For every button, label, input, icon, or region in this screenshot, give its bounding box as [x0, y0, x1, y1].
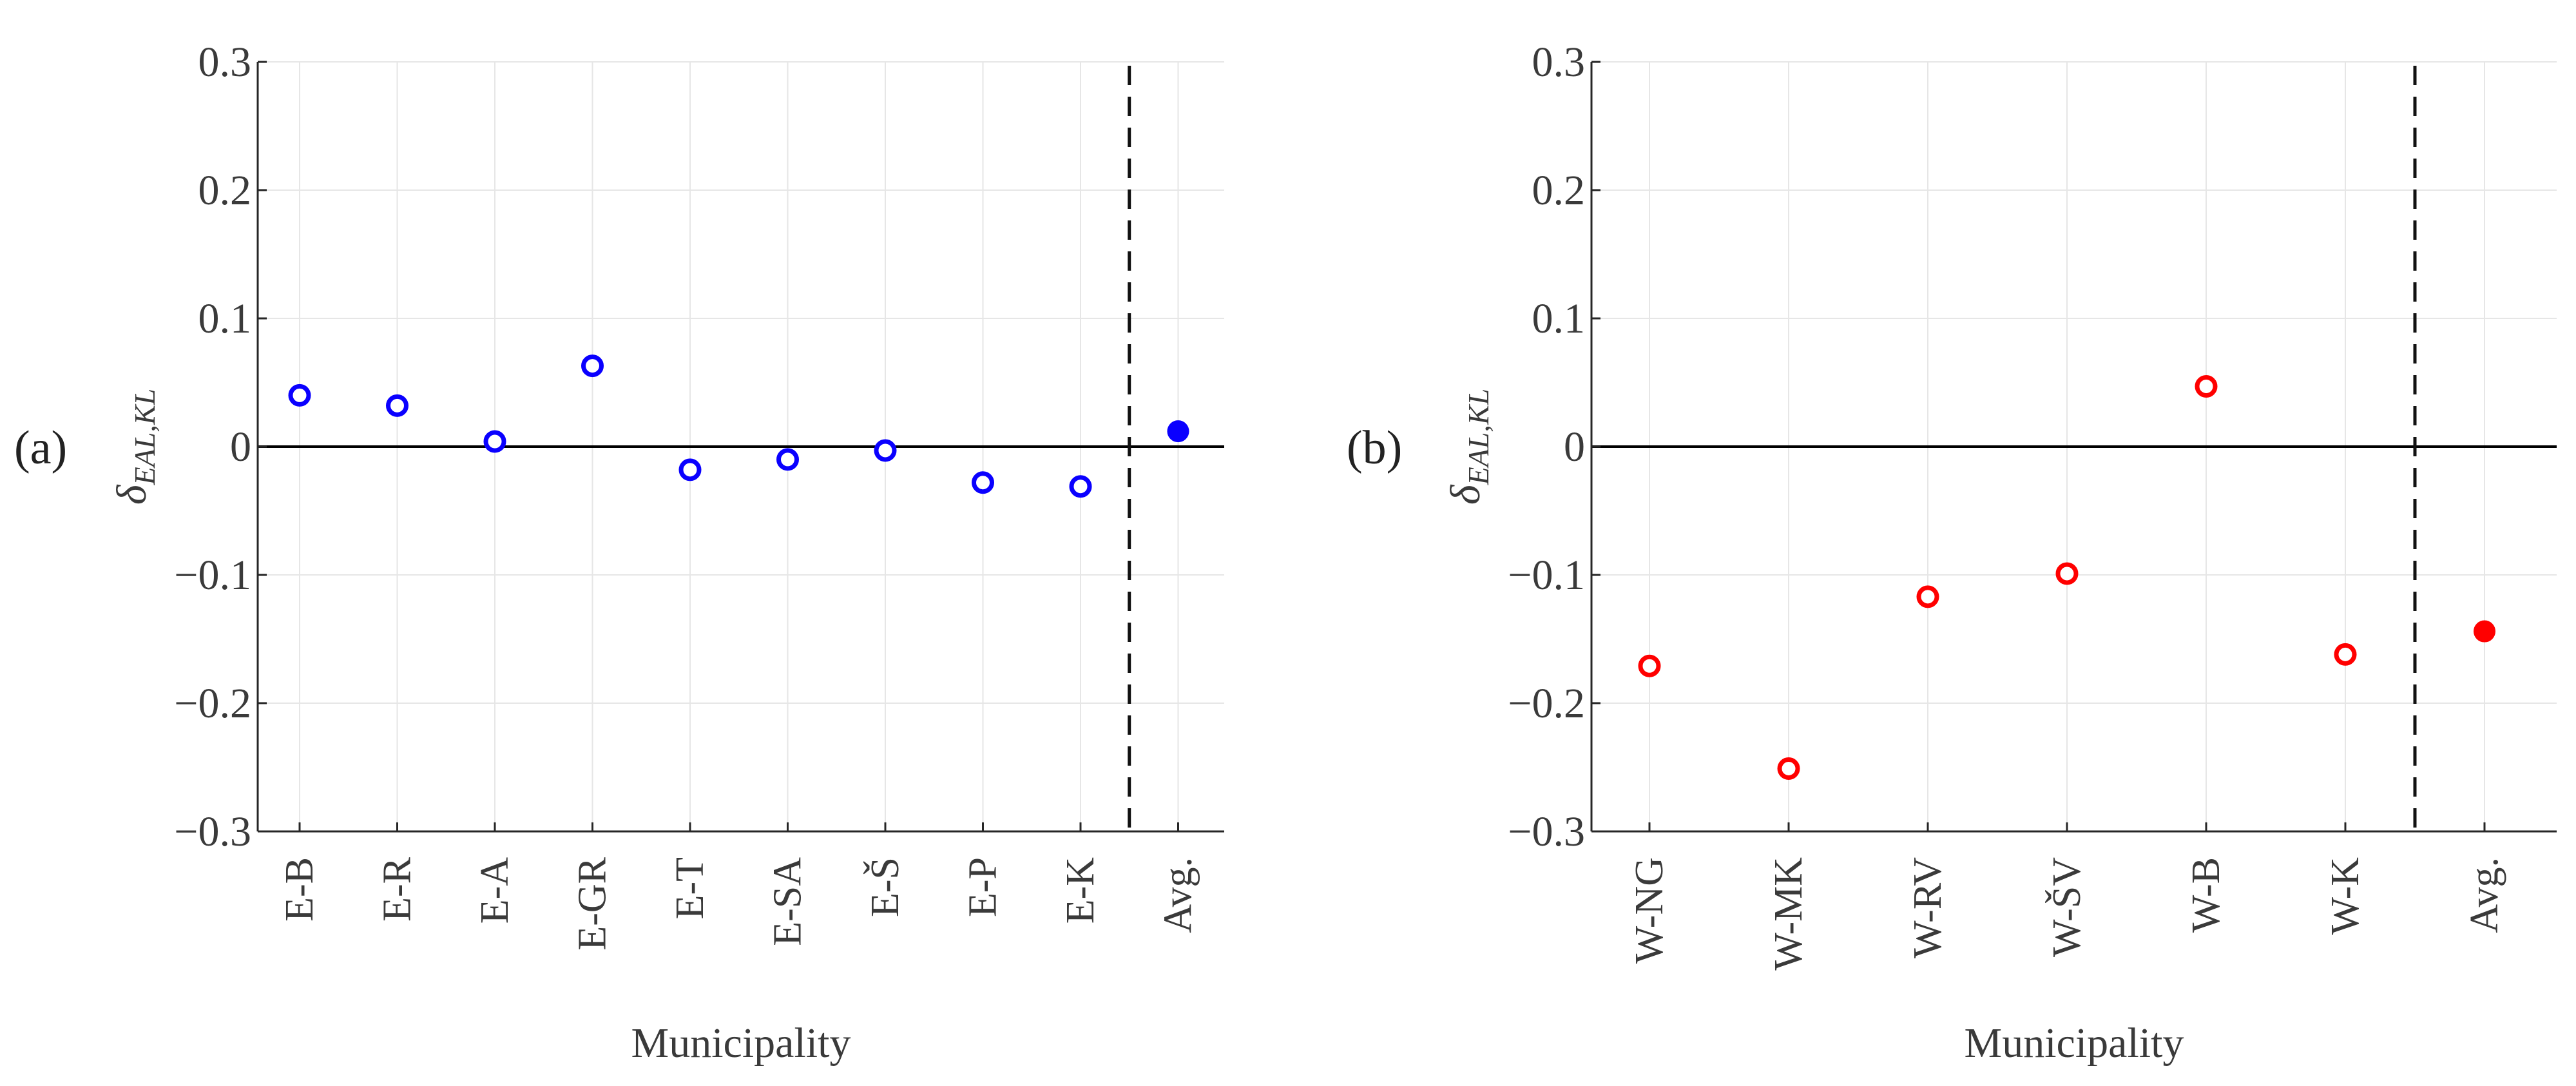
data-point — [874, 439, 897, 462]
y-tick-label: 0.2 — [198, 167, 252, 214]
data-point — [1916, 585, 1939, 608]
y-tick-label: 0.1 — [198, 295, 252, 342]
data-point — [1069, 475, 1092, 498]
data-point — [972, 471, 994, 494]
x-tick-label: Avg. — [2463, 857, 2506, 933]
y-tick-label: 0.3 — [1532, 39, 1586, 86]
y-axis-subscript: EAL,KL — [128, 389, 161, 486]
y-axis-subscript: EAL,KL — [1462, 389, 1495, 486]
x-tick-label: E-GR — [571, 857, 615, 950]
y-axis-symbol: δ — [1442, 484, 1489, 505]
y-axis-title: δEAL,KL — [1442, 389, 1495, 505]
panel-b: −0.3 −0.2 −0.1 0 0.1 0.2 0.3 W-NG W-MK W-RV W-ŠV W-… — [1347, 39, 2557, 1067]
x-tick-label: W-B — [2184, 857, 2228, 933]
y-tick-label: 0.1 — [1532, 295, 1586, 342]
y-tick-label: −0.3 — [1508, 808, 1585, 855]
y-tick-label: 0 — [1564, 423, 1585, 470]
panel-a: −0.3 −0.2 −0.1 0 0.1 0.2 0.3 E-B E-R E-A E-GR E-T E-… — [14, 39, 1224, 1067]
data-point-average — [1167, 420, 1189, 443]
data-point — [2195, 374, 2218, 398]
y-tick-label: −0.3 — [174, 808, 251, 855]
x-tick-label: E-Š — [863, 857, 907, 917]
data-point — [386, 394, 409, 417]
y-tick-label: 0.2 — [1532, 167, 1586, 214]
y-tick-label: −0.2 — [1508, 680, 1585, 727]
data-point — [2334, 643, 2357, 666]
x-axis-title: Municipality — [631, 1020, 851, 1067]
data-point-average — [2474, 620, 2495, 643]
y-tick-label: 0.3 — [198, 39, 252, 86]
panel-label: (a) — [14, 422, 67, 474]
data-point — [288, 383, 311, 407]
y-tick-label: −0.2 — [174, 680, 251, 727]
data-point — [2055, 562, 2079, 585]
x-tick-label: E-T — [668, 857, 712, 919]
x-tick-label: W-NG — [1628, 857, 1671, 964]
y-tick-label: −0.1 — [1508, 552, 1585, 599]
panel-label: (b) — [1347, 422, 1402, 474]
data-point — [581, 354, 604, 378]
x-tick-label: W-K — [2323, 857, 2367, 935]
x-tick-label: E-B — [278, 857, 322, 922]
x-tick-label: W-ŠV — [2045, 857, 2089, 957]
data-point — [1777, 757, 1800, 780]
x-tick-label: E-K — [1059, 857, 1102, 924]
data-point — [483, 430, 506, 453]
x-tick-label: W-MK — [1767, 857, 1811, 971]
y-axis-title: δEAL,KL — [108, 389, 161, 505]
y-tick-label: −0.1 — [174, 552, 251, 599]
x-tick-label: Avg. — [1157, 857, 1200, 933]
x-axis-title: Municipality — [1965, 1020, 2184, 1067]
x-tick-label: E-A — [473, 857, 517, 924]
x-tick-label: E-SA — [766, 857, 810, 946]
x-tick-label: E-P — [961, 857, 1005, 917]
x-tick-label: W-RV — [1906, 857, 1950, 958]
data-point — [1638, 654, 1661, 677]
data-point — [776, 448, 799, 471]
y-tick-label: 0 — [230, 423, 251, 470]
x-tick-label: E-R — [376, 857, 419, 922]
data-point — [678, 458, 702, 481]
y-axis-symbol: δ — [108, 484, 155, 505]
